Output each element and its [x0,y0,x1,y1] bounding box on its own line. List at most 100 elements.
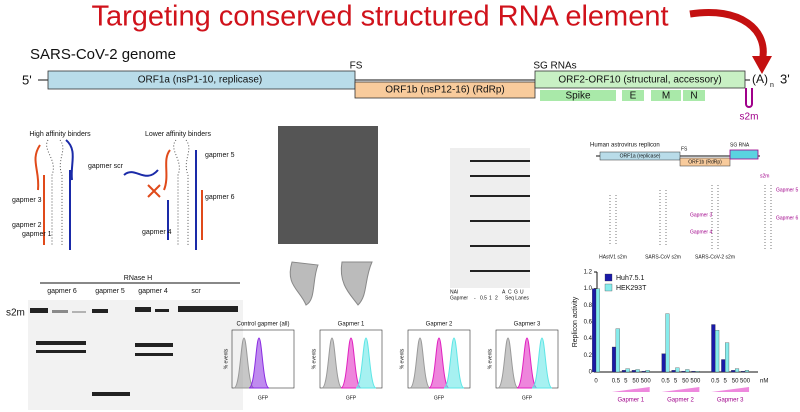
seq-label: 0.5 [480,295,487,301]
bar [691,371,696,373]
flow-title: Gapmer 1 [338,322,365,328]
seq-gel [450,148,530,288]
structure-label: SARS-CoV-2 s2m [695,254,735,260]
spike-label: Spike [565,91,590,102]
em-model [340,261,373,306]
seq-label: G [514,289,518,295]
seq-label: C [508,289,512,295]
astro-label: ORF1b (RdRp) [688,159,722,165]
y-tick-label: 1.2 [584,270,593,276]
histogram [340,337,362,389]
astro-gapmer: Gapmer 4 [690,229,712,235]
rna-structure [46,139,64,245]
legend-label: Huh7.5.1 [616,275,645,282]
legend-swatch [604,273,613,282]
bar [621,370,626,373]
structure-label: SARS-CoV s2m [645,254,681,260]
rna-structure [173,139,190,245]
lane-label: gapmer 5 [95,288,125,295]
orf1b [354,81,536,99]
gapmer-label: gapmer 1 [22,231,52,238]
astro-structures [609,185,772,250]
flow-title: Control gapmer (all) [236,322,289,328]
group-label: Gapmer 1 [617,398,644,404]
n-label: N [690,91,697,102]
histogram [409,337,431,389]
x-tick-label: 5 [674,379,678,385]
s2m-hairpin [745,88,753,108]
histogram [355,337,377,389]
micrograph-grid [278,126,378,244]
structure-label: HAstV1 s2m [599,254,627,260]
genome-label: SARS-CoV-2 genome [30,46,176,63]
e-label: E [630,91,637,102]
bar [715,330,720,373]
bar [695,371,700,373]
legend-swatch [604,283,613,292]
bar [744,370,749,373]
astro-label: FS [681,146,688,152]
orf1a [47,70,356,90]
flow-title: Gapmer 2 [426,322,453,328]
x-tick-label: 5 [624,379,628,385]
gapmer-arcs [65,139,74,250]
histogram [531,337,553,389]
bar [611,346,617,373]
flow-panels: Control gapmer (all) % events GFP Gapmer 1%… [223,322,559,401]
histogram [443,337,465,389]
y-tick-label: 0.4 [584,336,593,342]
gel-bands [30,306,238,396]
bar [675,367,680,373]
concentration-ramp [711,387,750,392]
orf2-10 [534,70,746,89]
spike [540,90,616,101]
bar [615,328,620,373]
low-label: Lower affinity binders [145,131,212,138]
flow-xlabel: GFP [434,395,445,401]
astro-gapmer: Gapmer 5 [776,187,798,193]
bar [665,313,670,373]
histogram [497,337,519,389]
lane-label: gapmer 6 [47,288,77,295]
fs-label: FS [350,61,363,72]
gapmer-label: gapmer 2 [12,222,42,229]
gapmer-arcs [163,149,203,240]
group-label: Gapmer 2 [667,398,694,404]
seq-label: A [502,289,506,295]
bar [592,288,597,373]
gapmer-label: gapmer 3 [12,197,42,204]
x-tick-label: 50 [682,379,689,385]
astro-gapmer: Gapmer 3 [690,212,712,218]
bar [635,369,640,373]
bar [595,288,600,373]
histogram [248,337,270,389]
astro-label: ORF1a (replicase) [620,153,661,159]
x-tick-label: 0.5 [661,379,670,385]
x-tick-label: 5 [724,379,728,385]
x-tick-label: 50 [732,379,739,385]
concentration-ramp [611,387,650,392]
polya: (A) [752,72,768,86]
m-gene [651,90,681,101]
y-axis-label: Replicon activity [572,296,579,347]
histogram [321,337,343,389]
cross [147,184,161,198]
x-tick-label: 0.5 [711,379,720,385]
x-tick-label: 500 [740,379,751,385]
lane-label: gapmer 4 [138,288,168,295]
seq-label: 1 [489,295,492,301]
x-tick-label: 500 [641,379,652,385]
gapmer-label: gapmer 5 [205,152,235,159]
astro-label: SG RNA [730,142,750,148]
histogram [428,337,450,389]
s2m-label: s2m [740,112,759,123]
bar [641,371,646,373]
bar [685,369,690,373]
gapmer-label: gapmer scr [88,163,124,170]
title: Targeting conserved structured RNA eleme… [91,1,668,33]
bar [734,368,740,373]
sg-label: SG RNAs [533,61,576,72]
gapmer-label: gapmer 6 [205,194,235,201]
bar [711,324,716,373]
bar [725,342,730,373]
